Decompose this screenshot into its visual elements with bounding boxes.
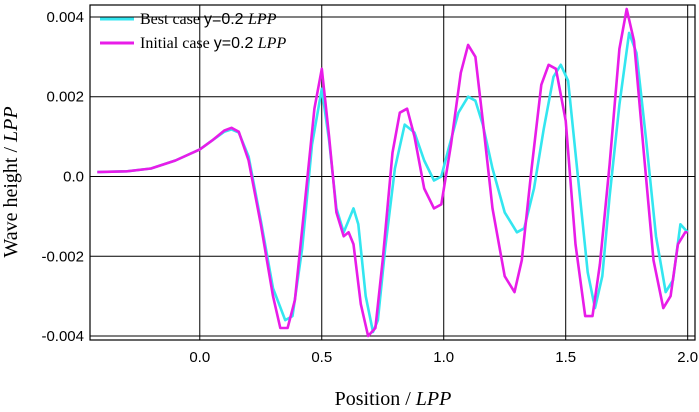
series-layer: [97, 7, 689, 338]
x-axis-title-unit: LPP: [415, 388, 452, 410]
legend-label-initial-case-unit: LPP: [257, 35, 287, 52]
y-axis-title-unit: LPP: [0, 106, 22, 143]
series-line-initial-case: [97, 7, 688, 338]
legend-label-initial-case: Initial case y=0.2 LPP: [140, 35, 286, 52]
legend: Best case y=0.2 LPP Initial case y=0.2 L…: [100, 11, 286, 52]
x-tick-label: 2.0: [677, 349, 698, 366]
x-axis-title-text: Position /: [335, 388, 416, 410]
grid-lines: [90, 5, 695, 340]
y-tick-label: 0.0: [63, 168, 84, 185]
legend-label-initial-case-name: Initial case: [140, 35, 214, 52]
legend-label-best-case: Best case y=0.2 LPP: [140, 11, 277, 28]
y-tick-label: 0.002: [46, 89, 84, 106]
legend-label-best-case-unit: LPP: [247, 11, 277, 28]
x-tick-label: 0.0: [189, 349, 210, 366]
legend-label-best-case-y: y=0.2: [204, 11, 248, 28]
x-tick-label: 1.5: [555, 349, 576, 366]
y-tick-label: -0.002: [41, 248, 84, 265]
y-tick-label: -0.004: [41, 328, 84, 345]
legend-label-initial-case-y: y=0.2: [214, 35, 258, 52]
y-axis-title-text: Wave height /: [0, 142, 22, 258]
y-axis-title: Wave height / LPP: [0, 106, 22, 257]
x-axis-title: Position / LPP: [335, 388, 452, 410]
series-line-best-case: [97, 31, 689, 334]
tick-labels: 0.0 0.5 1.0 1.5 2.0 0.004 0.002 0.0 -0.002 -0.004: [41, 9, 698, 366]
plot-frame: [89, 4, 696, 341]
x-tick-label: 0.5: [311, 349, 332, 366]
y-tick-label: 0.004: [46, 9, 84, 26]
legend-label-best-case-name: Best case: [140, 11, 204, 28]
x-tick-label: 1.0: [433, 349, 454, 366]
